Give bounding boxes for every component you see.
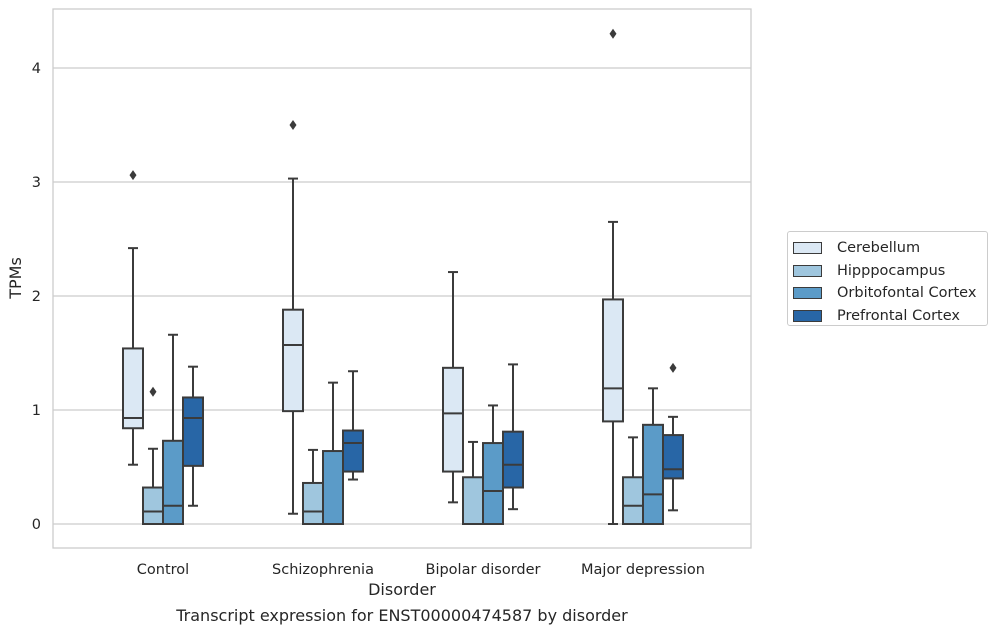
y-tick-label: 4 — [32, 61, 41, 77]
box-group — [642, 387, 664, 526]
outlier-point — [289, 120, 297, 130]
x-tick-labels: Control Schizophrenia Bipolar disorder Majo… — [137, 562, 705, 578]
box — [482, 442, 504, 525]
outlier-point — [129, 170, 137, 181]
x-tick-label: Schizophrenia — [272, 562, 374, 578]
legend-label: Orbitofontal Cortex — [837, 285, 977, 302]
figure-caption: Transcript expression for ENST0000047458… — [176, 606, 628, 625]
box — [322, 450, 344, 526]
outlier-point — [669, 362, 677, 373]
legend-label: Hipppocampus — [837, 262, 946, 279]
box — [302, 481, 324, 525]
box — [342, 429, 364, 473]
box-group — [322, 381, 344, 526]
outlier-point — [149, 386, 157, 397]
box-group — [442, 271, 464, 504]
box — [502, 430, 524, 489]
x-tick-label: Bipolar disorder — [426, 562, 541, 578]
box-group — [622, 436, 644, 526]
plot-frame — [52, 8, 752, 549]
box — [182, 396, 204, 467]
box — [442, 366, 464, 473]
box-group — [162, 333, 184, 525]
y-tick-label: 2 — [32, 289, 41, 305]
x-tick-label: Major depression — [581, 562, 705, 578]
box — [162, 439, 184, 525]
box-group — [602, 28, 624, 525]
y-tick-labels: 0 1 2 3 4 — [32, 61, 41, 533]
legend: Cerebellum Hipppocampus Orbitofontal Cor… — [787, 231, 988, 326]
box-group — [302, 448, 324, 525]
legend-label: Cerebellum — [837, 240, 921, 257]
outlier-point — [609, 28, 617, 39]
legend-label: Prefrontal Cortex — [837, 307, 960, 324]
box — [622, 476, 644, 526]
box — [602, 298, 624, 423]
legend-item: Cerebellum — [793, 237, 987, 260]
box-group — [482, 404, 504, 525]
legend-item: Prefrontal Cortex — [793, 305, 987, 328]
y-tick-label: 3 — [32, 175, 41, 191]
x-axis-label: Disorder — [368, 580, 436, 599]
boxes — [122, 28, 684, 526]
box-group — [122, 170, 144, 466]
legend-swatch — [793, 242, 822, 255]
box — [142, 486, 164, 525]
box — [642, 423, 664, 526]
legend-item: Hipppocampus — [793, 260, 987, 283]
box-group — [142, 386, 164, 525]
box — [662, 434, 684, 480]
x-tick-label: Control — [137, 562, 189, 578]
box-group — [462, 440, 484, 526]
y-tick-label: 0 — [32, 517, 41, 533]
box-group — [182, 365, 204, 507]
legend-swatch — [793, 264, 822, 277]
y-tick-label: 1 — [32, 403, 41, 419]
box-group — [342, 370, 364, 481]
box-group — [282, 120, 304, 515]
legend-swatch — [793, 287, 822, 300]
legend-swatch — [793, 309, 822, 322]
box — [122, 347, 144, 430]
box-group — [662, 362, 684, 512]
legend-item: Orbitofontal Cortex — [793, 282, 987, 305]
box — [282, 308, 304, 413]
box-group — [502, 363, 524, 511]
y-axis-label: TPMs — [6, 257, 25, 300]
box — [462, 476, 484, 526]
